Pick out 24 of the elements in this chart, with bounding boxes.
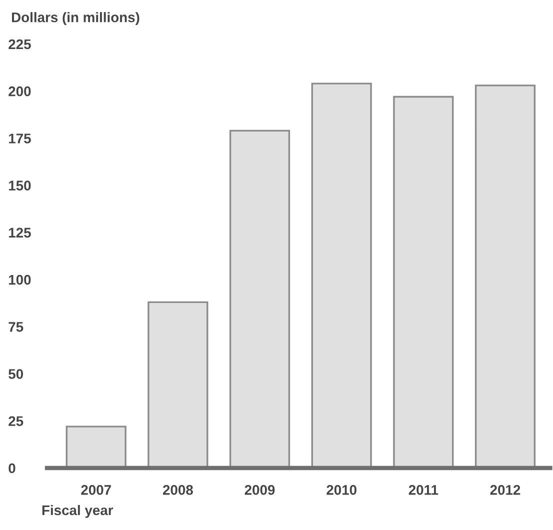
y-tick-label: 200 (8, 86, 31, 96)
x-tick-label: 2011 (408, 485, 438, 495)
x-tick-label: 2008 (162, 485, 193, 495)
bar (148, 301, 208, 468)
x-tick-label: 2009 (244, 485, 275, 495)
bar (393, 96, 454, 468)
x-tick-label: 2007 (81, 485, 111, 495)
y-tick-label: 150 (8, 180, 31, 190)
y-tick-label: 50 (8, 369, 23, 379)
y-tick-label: 225 (8, 39, 31, 50)
y-tick-label: 0 (8, 463, 16, 474)
y-axis-title: Dollars (in millions) (12, 12, 140, 26)
bar (311, 82, 372, 468)
bar (66, 426, 126, 468)
bar (229, 130, 290, 468)
y-tick-label: 25 (8, 416, 24, 426)
x-axis-title: Fiscal year (42, 504, 114, 518)
y-tick-label: 175 (8, 134, 31, 144)
y-tick-label: 75 (8, 322, 24, 332)
bar (474, 84, 536, 468)
x-tick-label: 2012 (490, 485, 520, 495)
x-tick-label: 2010 (326, 485, 356, 495)
y-tick-label: 125 (8, 228, 31, 238)
y-tick-label: 100 (8, 274, 31, 285)
